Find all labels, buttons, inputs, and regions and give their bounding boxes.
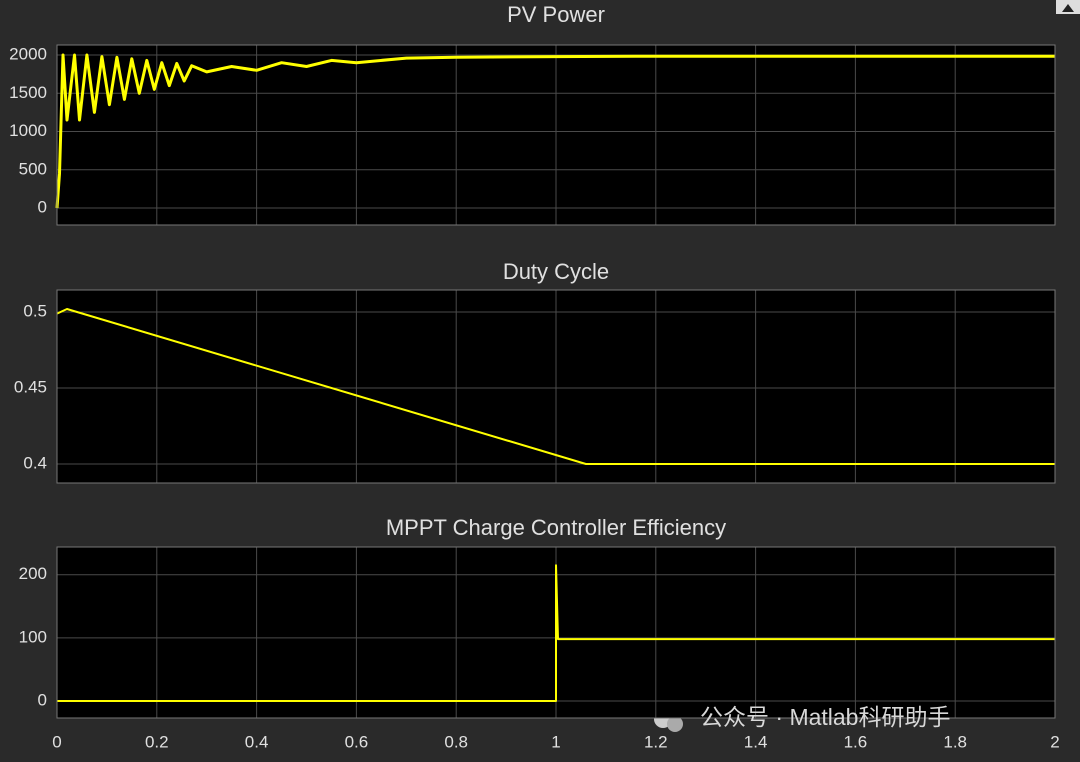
y-tick-label: 200	[19, 564, 47, 583]
x-tick-label: 1.2	[644, 732, 668, 751]
plot-border	[56, 546, 1056, 719]
y-tick-label: 0.4	[23, 453, 47, 472]
data-line	[56, 308, 1055, 465]
plot-border	[56, 289, 1056, 484]
x-tick-label: 1.6	[844, 732, 868, 751]
y-tick-label: 100	[19, 627, 47, 646]
y-tick-label: 2000	[9, 45, 47, 64]
y-tick-label: 1500	[9, 83, 47, 102]
x-tick-label: 0.6	[345, 732, 369, 751]
x-tick-label: 0.4	[245, 732, 269, 751]
y-tick-label: 0	[38, 690, 47, 709]
x-tick-label: 2	[1050, 732, 1059, 751]
chart-title: MPPT Charge Controller Efficiency	[386, 515, 726, 540]
chart-title: Duty Cycle	[503, 259, 609, 284]
x-tick-label: 0	[52, 732, 61, 751]
y-tick-label: 0.45	[14, 378, 47, 397]
chart-title: PV Power	[507, 2, 605, 27]
x-tick-label: 1.4	[744, 732, 768, 751]
y-tick-label: 0	[38, 198, 47, 217]
plot-border	[56, 44, 1056, 226]
data-line	[55, 53, 1055, 209]
y-tick-label: 0.5	[23, 302, 47, 321]
x-tick-label: 0.8	[444, 732, 468, 751]
x-tick-label: 1	[551, 732, 560, 751]
wechat-icon	[667, 716, 683, 732]
scope-icon	[1062, 4, 1074, 12]
x-tick-label: 0.2	[145, 732, 169, 751]
y-tick-label: 500	[19, 159, 47, 178]
y-tick-label: 1000	[9, 121, 47, 140]
watermark: 公众号 · Matlab科研助手	[700, 704, 950, 730]
data-line	[57, 564, 1055, 702]
x-tick-label: 1.8	[943, 732, 967, 751]
